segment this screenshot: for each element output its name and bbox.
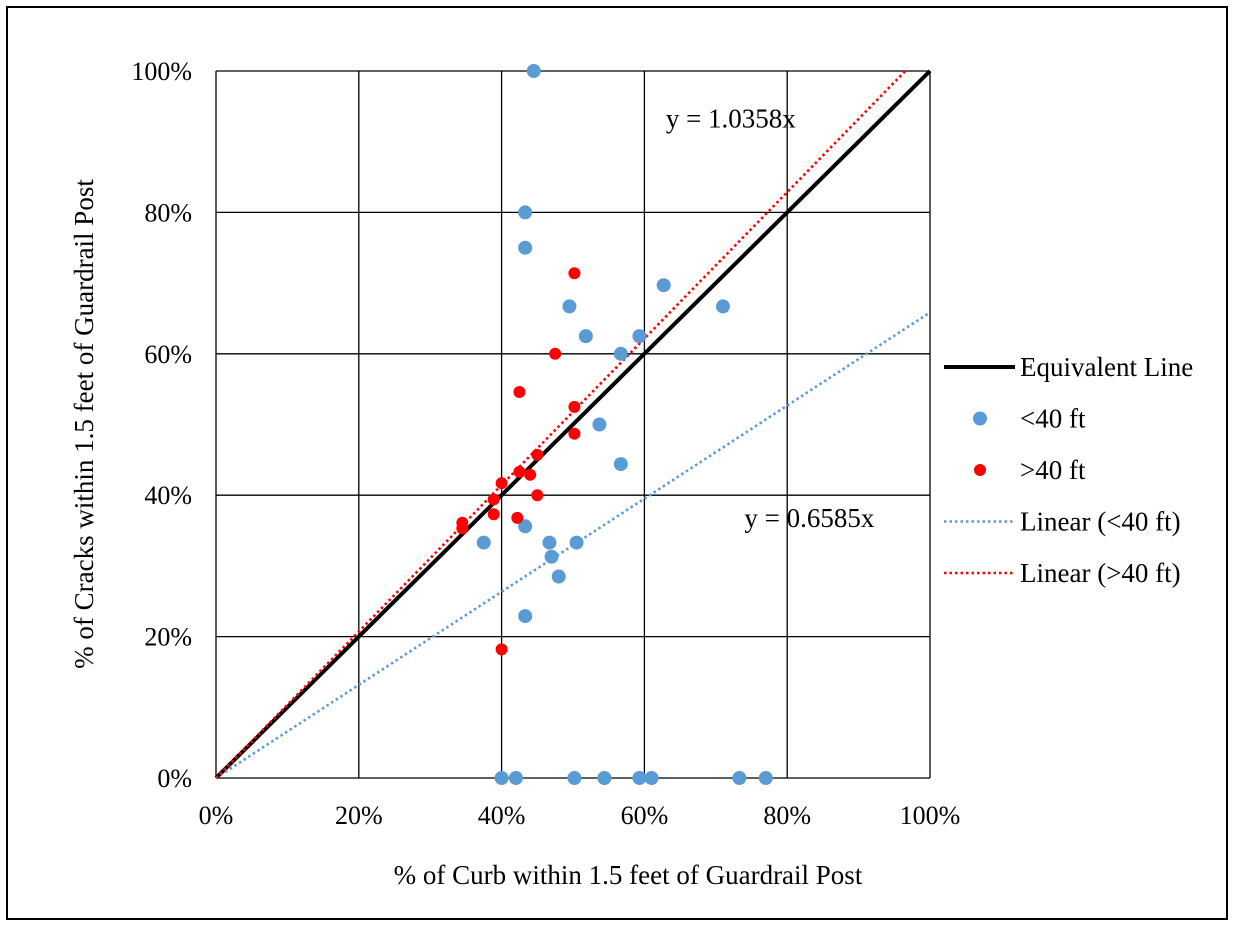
legend-swatch-marker	[974, 464, 986, 476]
point-under-40ft	[569, 535, 584, 550]
y-tick-label: 20%	[144, 623, 192, 652]
trendline-under-40ft	[215, 311, 931, 780]
tick-labels: 0% 20% 40% 60% 80% 100% 0% 20% 40% 60% 80% 100%	[131, 57, 960, 830]
point-over-40ft	[568, 267, 581, 280]
legend: Equivalent Line <40 ft >40 ft Linear (<40 f…	[944, 352, 1193, 588]
x-tick-label: 0%	[199, 801, 234, 830]
point-over-40ft	[568, 427, 581, 440]
point-over-40ft	[568, 400, 581, 413]
point-under-40ft	[578, 329, 593, 344]
x-tick-label: 100%	[900, 801, 961, 830]
point-over-40ft	[513, 465, 526, 478]
legend-label: Equivalent Line	[1020, 352, 1193, 382]
point-over-40ft	[531, 489, 544, 502]
point-over-40ft	[487, 508, 500, 521]
y-axis-title: % of Cracks within 1.5 feet of Guardrail…	[69, 179, 99, 669]
point-under-40ft	[526, 64, 541, 78]
point-under-40ft	[597, 771, 612, 785]
y-tick-label: 60%	[144, 340, 192, 369]
point-under-40ft	[632, 329, 647, 344]
point-under-40ft	[551, 569, 566, 584]
point-under-40ft	[644, 771, 659, 785]
trendline-equation-label: y = 0.6585x	[744, 503, 874, 533]
legend-label: >40 ft	[1020, 455, 1086, 485]
trendline-equation-label: y = 1.0358x	[666, 104, 796, 134]
point-under-40ft	[613, 457, 628, 472]
point-over-40ft	[513, 385, 526, 398]
point-over-40ft	[456, 522, 469, 535]
point-under-40ft	[592, 417, 607, 432]
point-over-40ft	[524, 468, 537, 481]
y-tick-label: 40%	[144, 481, 192, 510]
y-tick-label: 80%	[144, 198, 192, 227]
legend-label: Linear (<40 ft)	[1020, 507, 1181, 537]
data-points	[456, 64, 773, 785]
legend-swatch-marker	[973, 411, 987, 426]
x-tick-label: 60%	[621, 801, 669, 830]
point-under-40ft	[632, 771, 647, 785]
y-tick-label: 0%	[157, 764, 192, 793]
point-under-40ft	[567, 771, 582, 785]
point-over-40ft	[531, 448, 544, 461]
point-under-40ft	[758, 771, 773, 785]
point-under-40ft	[508, 771, 523, 785]
point-under-40ft	[518, 240, 533, 255]
annotations: y = 1.0358x y = 0.6585x	[666, 104, 875, 533]
point-over-40ft	[487, 493, 500, 506]
equivalent-line	[214, 69, 932, 780]
point-over-40ft	[495, 477, 508, 490]
trend-lines	[214, 69, 932, 780]
x-tick-label: 20%	[335, 801, 383, 830]
point-under-40ft	[518, 205, 533, 220]
point-over-40ft	[549, 347, 562, 360]
point-under-40ft	[494, 771, 509, 785]
point-under-40ft	[562, 299, 577, 314]
point-under-40ft	[544, 549, 559, 564]
point-under-40ft	[518, 609, 533, 624]
point-over-40ft	[511, 511, 524, 524]
point-over-40ft	[495, 643, 508, 656]
gridlines	[215, 70, 931, 779]
legend-label: <40 ft	[1020, 404, 1086, 434]
trendline-over-40ft	[215, 70, 907, 779]
point-under-40ft	[542, 535, 557, 550]
x-tick-label: 40%	[478, 801, 526, 830]
point-under-40ft	[613, 346, 628, 361]
point-under-40ft	[476, 535, 491, 550]
point-under-40ft	[518, 519, 533, 534]
x-axis-title: % of Curb within 1.5 feet of Guardrail P…	[394, 860, 863, 890]
point-under-40ft	[656, 278, 671, 293]
y-tick-label: 100%	[131, 57, 192, 86]
point-under-40ft	[715, 299, 730, 314]
x-tick-label: 80%	[763, 801, 811, 830]
point-under-40ft	[732, 771, 747, 785]
legend-label: Linear (>40 ft)	[1020, 558, 1181, 588]
